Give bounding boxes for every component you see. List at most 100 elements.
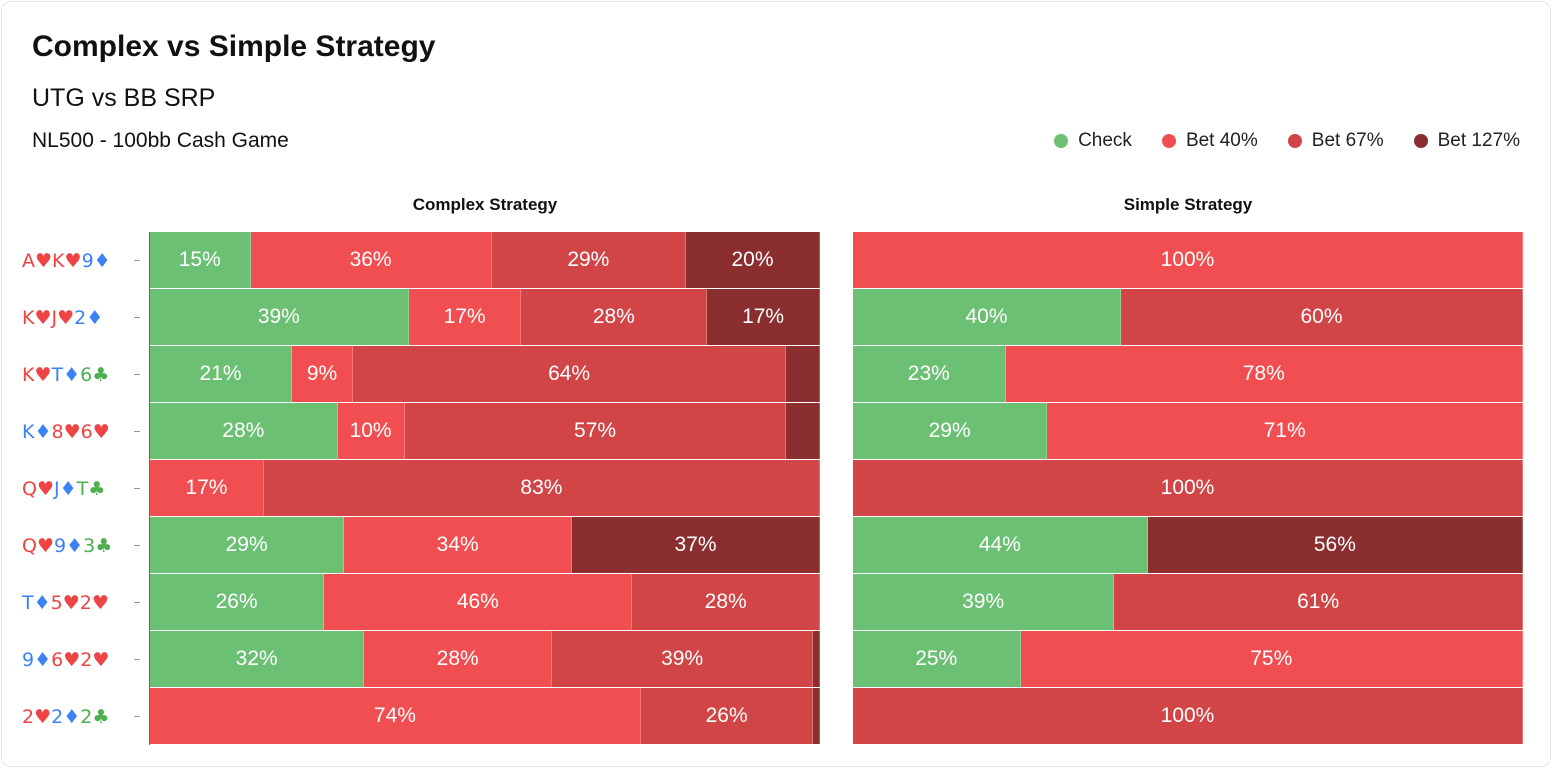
data-label: 56% [1313,533,1356,556]
chart-title: Complex vs Simple Strategy [32,30,436,63]
bar-row: 26% 46% 28% [150,574,820,631]
bar-segment [813,631,820,687]
board-label: K♥T♦6♣ [22,346,140,403]
bar-segment [813,688,820,744]
bar-segment: 25% [853,631,1021,687]
data-label: 61% [1297,590,1340,613]
data-label: 39% [962,590,1005,613]
data-label: 23% [907,362,950,385]
bar-segment: 26% [640,688,814,744]
board-label: Q♥J♦T♣ [22,460,140,517]
board-label-text: K♦8♥6♥ [22,420,110,443]
data-label: 21% [199,362,242,385]
axis-tick [134,488,140,489]
bar-segment: 75% [1020,631,1523,687]
bar-segment: 44% [853,517,1148,573]
data-label: 71% [1263,419,1306,442]
data-label: 28% [222,419,265,442]
bar-segment: 28% [364,631,552,687]
bar-row: 25% 75% [853,631,1523,688]
bar-row: 74% 26% [150,688,820,745]
data-label: 28% [436,647,479,670]
data-label: 100% [1160,248,1215,271]
bar-segment: 28% [150,403,338,459]
legend-swatch [1054,134,1069,148]
data-label: 83% [520,476,563,499]
bar-segment [786,346,820,402]
bar-segment: 40% [853,289,1121,345]
bar-segment: 21% [150,346,293,402]
chart-subtitle: UTG vs BB SRP [32,84,216,112]
data-label: 29% [225,533,268,556]
bar-segment: 39% [551,631,814,687]
board-label-text: K♥J♥2♦ [22,306,104,329]
data-label: 28% [704,590,747,613]
legend-label: Check [1078,130,1132,151]
bar-segment: 39% [853,574,1115,630]
legend-label: Bet 127% [1437,130,1520,151]
axis-tick [134,317,140,318]
bar-row: 39% 17% 28% 17% [150,289,820,346]
data-label: 29% [567,248,610,271]
bar-segment: 26% [150,574,325,630]
board-label: 2♥2♦2♣ [22,688,140,745]
board-label: Q♥9♦3♣ [22,517,140,574]
legend-item: Bet 127% [1413,130,1520,152]
bar-segment: 100% [853,460,1523,516]
data-label: 10% [349,419,392,442]
legend-label: Bet 40% [1185,130,1258,151]
bar-segment: 32% [150,631,365,687]
simple-strategy-chart: 100% 40% 60% 23% 78% 29% 71% 100% 44% 56% 39% 61% 25… [853,232,1523,745]
bar-segment: 9% [292,346,354,402]
legend-swatch [1413,134,1428,148]
data-label: 26% [705,704,748,727]
legend-swatch [1161,134,1176,148]
bar-segment [786,403,820,459]
board-label-text: Q♥J♦T♣ [22,477,106,500]
axis-tick [134,602,140,603]
data-label: 39% [661,647,704,670]
data-label: 46% [456,590,499,613]
complex-panel-title: Complex Strategy [412,195,558,214]
data-label: 100% [1160,704,1215,727]
legend-item: Bet 40% [1161,130,1258,152]
board-label: 9♦6♥2♥ [22,631,140,688]
data-label: 34% [436,533,479,556]
data-label: 74% [373,704,416,727]
bar-row: 100% [853,688,1523,745]
data-label: 15% [178,248,221,271]
board-label-text: 2♥2♦2♣ [22,705,110,728]
data-label: 44% [978,533,1021,556]
data-label: 75% [1250,647,1293,670]
data-label: 60% [1300,305,1343,328]
data-label: 9% [306,362,338,385]
axis-tick [134,659,140,660]
bar-row: 15% 36% 29% 20% [150,232,820,289]
bar-segment: 36% [250,232,492,288]
legend-swatch [1287,134,1302,148]
board-label-text: T♦5♥2♥ [22,591,109,614]
data-label: 17% [185,476,228,499]
data-label: 100% [1160,476,1215,499]
board-label: K♦8♥6♥ [22,403,140,460]
axis-tick [134,374,140,375]
bar-row: 29% 34% 37% [150,517,820,574]
data-label: 17% [742,305,785,328]
bar-segment: 74% [150,688,641,744]
bar-segment: 17% [707,289,820,345]
bar-row: 40% 60% [853,289,1523,346]
bar-row: 28% 10% 57% [150,403,820,460]
data-label: 17% [443,305,486,328]
simple-panel-title: Simple Strategy [1123,195,1253,214]
legend-item: Check [1054,130,1132,152]
bar-segment: 23% [853,346,1006,402]
axis-tick [134,716,140,717]
bar-segment: 78% [1005,346,1523,402]
bar-segment: 61% [1114,574,1523,630]
bar-segment: 83% [263,460,820,516]
board-label-text: 9♦6♥2♥ [22,648,110,671]
axis-tick [134,431,140,432]
board-label-text: Q♥9♦3♣ [22,534,113,557]
bar-row: 17% 83% [150,460,820,517]
data-label: 64% [548,362,591,385]
